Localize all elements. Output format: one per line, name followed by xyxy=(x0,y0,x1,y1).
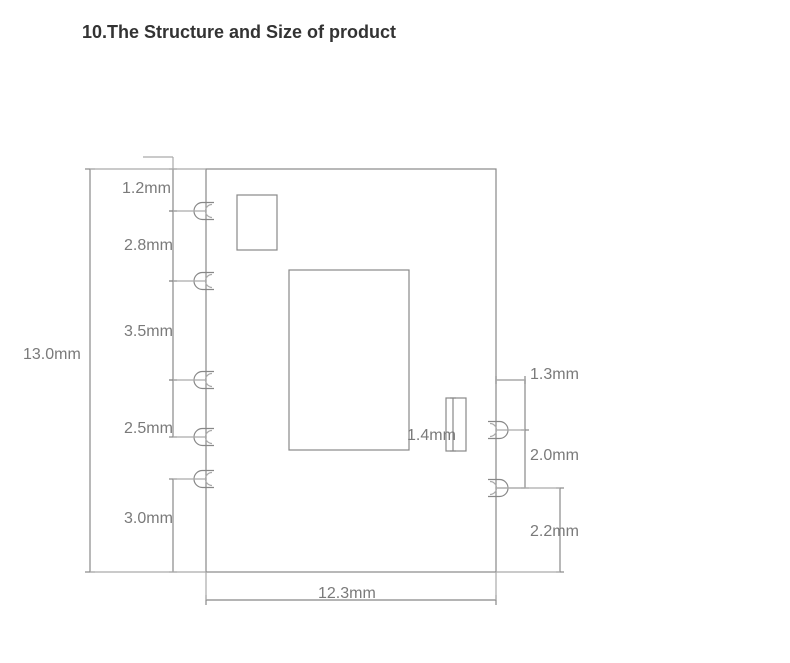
dim-overall-height: 13.0mm xyxy=(23,346,81,364)
technical-drawing xyxy=(0,0,790,663)
dim-2-5mm: 2.5mm xyxy=(124,420,173,438)
dim-bottom-width: 12.3mm xyxy=(318,585,376,603)
dim-1-2mm: 1.2mm xyxy=(122,180,171,198)
dim-3-0mm: 3.0mm xyxy=(124,510,173,528)
dim-1-4mm: 1.4mm xyxy=(407,427,456,445)
dim-2-2mm: 2.2mm xyxy=(530,523,579,541)
dim-1-3mm: 1.3mm xyxy=(530,366,579,384)
dim-3-5mm: 3.5mm xyxy=(124,323,173,341)
dim-2-0mm: 2.0mm xyxy=(530,447,579,465)
dim-2-8mm: 2.8mm xyxy=(124,237,173,255)
